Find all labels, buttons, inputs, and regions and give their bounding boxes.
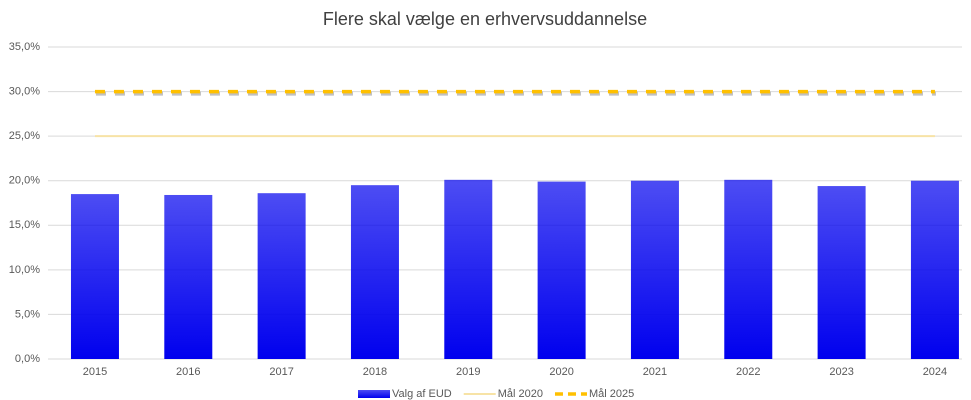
x-tick-label: 2017 [269,366,293,378]
x-tick-label: 2020 [549,366,573,378]
legend-label: Valg af EUD [392,388,452,400]
legend-label: Mål 2020 [498,388,543,400]
bar [630,180,679,359]
bar [537,181,586,359]
y-tick-label: 10,0% [9,264,40,276]
x-tick-label: 2015 [83,366,107,378]
x-tick-label: 2024 [923,366,947,378]
bar [444,179,493,359]
legend-label: Mål 2025 [589,388,634,400]
y-tick-label: 25,0% [9,130,40,142]
x-tick-label: 2022 [736,366,760,378]
bar [70,194,119,359]
bar [817,186,866,359]
x-tick-label: 2016 [176,366,200,378]
x-tick-label: 2019 [456,366,480,378]
x-tick-label: 2021 [643,366,667,378]
y-tick-label: 35,0% [9,41,40,53]
bar [724,179,773,359]
y-tick-label: 0,0% [15,353,40,365]
y-tick-label: 30,0% [9,85,40,97]
x-tick-label: 2023 [829,366,853,378]
y-tick-label: 15,0% [9,219,40,231]
y-tick-label: 20,0% [9,175,40,187]
legend-swatch [358,390,390,398]
bar [910,180,959,359]
bar [350,185,399,359]
bar [257,193,306,359]
y-tick-label: 5,0% [15,308,40,320]
bar [164,194,213,359]
x-tick-label: 2018 [363,366,387,378]
chart-title: Flere skal vælge en erhvervsuddannelse [323,9,647,29]
